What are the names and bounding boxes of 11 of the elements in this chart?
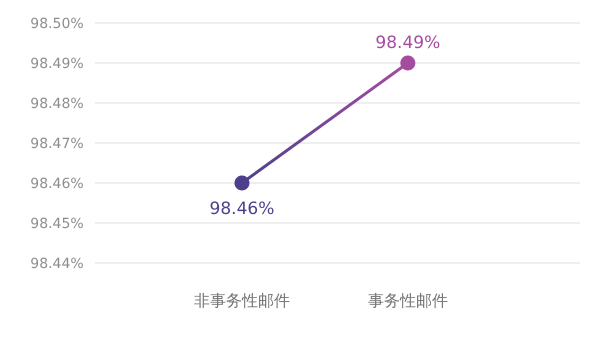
x-tick-label: 事务性邮件 bbox=[368, 291, 448, 310]
x-tick-label: 非事务性邮件 bbox=[194, 291, 290, 310]
y-tick-label: 98.45% bbox=[30, 216, 84, 232]
y-tick-label: 98.44% bbox=[30, 256, 84, 272]
y-tick-label: 98.50% bbox=[30, 16, 84, 32]
y-tick-label: 98.47% bbox=[30, 136, 84, 152]
y-tick-label: 98.46% bbox=[30, 176, 84, 192]
data-label: 98.49% bbox=[375, 33, 440, 53]
y-tick-label: 98.48% bbox=[30, 96, 84, 112]
data-label: 98.46% bbox=[210, 199, 274, 219]
y-tick-label: 98.49% bbox=[30, 56, 84, 72]
